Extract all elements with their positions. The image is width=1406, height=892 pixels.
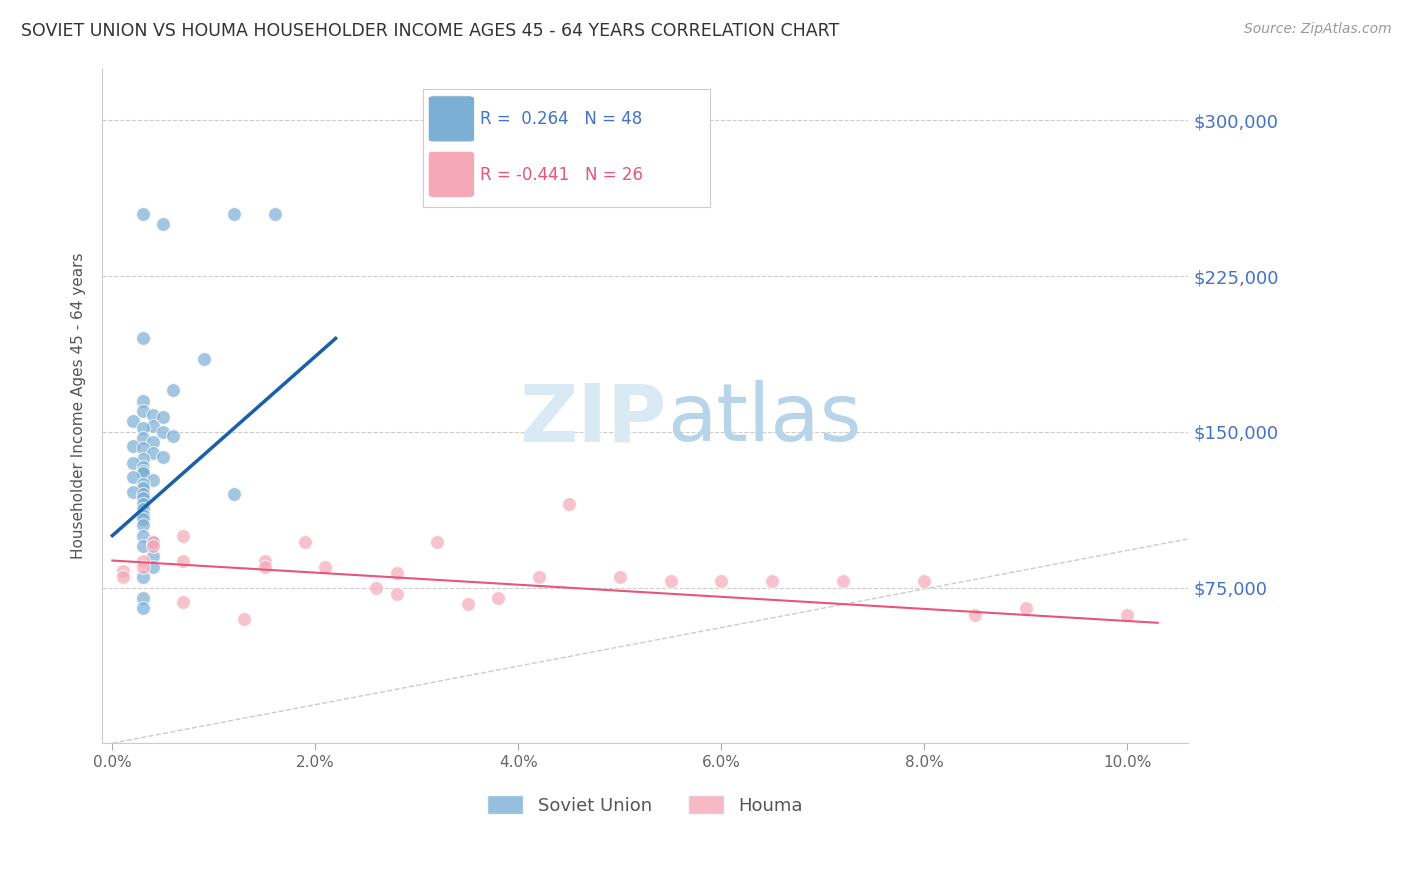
Point (1015, 601, 1038, 615)
Point (172, 553, 194, 567)
Point (132, 570, 155, 584)
Point (121, 470, 143, 484)
Legend: Soviet Union, Houma: Soviet Union, Houma (479, 789, 810, 822)
Point (385, 566, 408, 580)
Point (172, 528, 194, 542)
Point (142, 435, 165, 450)
Point (152, 450, 174, 464)
Point (172, 595, 194, 609)
Point (132, 476, 155, 491)
Point (152, 410, 174, 425)
Point (111, 564, 134, 578)
Point (132, 451, 155, 466)
Point (142, 408, 165, 422)
Point (132, 431, 155, 445)
Point (132, 467, 155, 481)
Point (457, 597, 479, 611)
Point (142, 473, 165, 487)
Point (710, 574, 733, 589)
Point (132, 442, 155, 456)
Point (832, 574, 855, 589)
Point (224, 207, 246, 221)
Point (294, 534, 316, 549)
Point (132, 508, 155, 522)
Point (152, 217, 174, 231)
Point (152, 425, 174, 439)
Point (121, 439, 143, 453)
Point (121, 485, 143, 500)
Point (132, 512, 155, 526)
Point (224, 487, 246, 501)
Text: Source: ZipAtlas.com: Source: ZipAtlas.com (1244, 22, 1392, 37)
Point (132, 528, 155, 542)
Point (233, 612, 256, 626)
Point (315, 559, 337, 574)
Point (142, 418, 165, 433)
Point (132, 487, 155, 501)
Point (253, 553, 276, 567)
Point (132, 559, 155, 574)
Point (132, 460, 155, 475)
Point (121, 456, 143, 470)
Point (142, 539, 165, 553)
Point (132, 491, 155, 506)
Point (162, 384, 184, 398)
Point (132, 501, 155, 516)
Point (132, 420, 155, 434)
Text: ZIP: ZIP (520, 380, 666, 458)
Point (132, 539, 155, 553)
Point (558, 498, 581, 512)
Point (132, 498, 155, 512)
Point (659, 574, 682, 589)
Point (142, 549, 165, 564)
Point (263, 207, 285, 221)
Point (132, 591, 155, 605)
Point (132, 331, 155, 345)
Point (132, 553, 155, 567)
Point (426, 534, 449, 549)
Point (385, 587, 408, 601)
Point (912, 574, 935, 589)
Point (527, 570, 550, 584)
Point (609, 570, 631, 584)
Point (132, 518, 155, 533)
Point (132, 404, 155, 418)
Point (1116, 607, 1139, 622)
Point (132, 207, 155, 221)
Point (132, 601, 155, 615)
Point (142, 559, 165, 574)
Point (963, 607, 986, 622)
Point (121, 414, 143, 428)
Point (486, 591, 509, 605)
Point (253, 559, 276, 574)
Point (142, 445, 165, 459)
Point (366, 581, 388, 595)
Point (761, 574, 783, 589)
Point (162, 429, 184, 443)
Point (132, 393, 155, 408)
Point (142, 534, 165, 549)
Point (193, 352, 215, 367)
Text: atlas: atlas (666, 380, 862, 458)
Y-axis label: Householder Income Ages 45 - 64 years: Householder Income Ages 45 - 64 years (72, 252, 86, 559)
Point (132, 464, 155, 478)
Point (111, 570, 134, 584)
Point (132, 481, 155, 495)
Text: SOVIET UNION VS HOUMA HOUSEHOLDER INCOME AGES 45 - 64 YEARS CORRELATION CHART: SOVIET UNION VS HOUMA HOUSEHOLDER INCOME… (21, 22, 839, 40)
Point (142, 534, 165, 549)
